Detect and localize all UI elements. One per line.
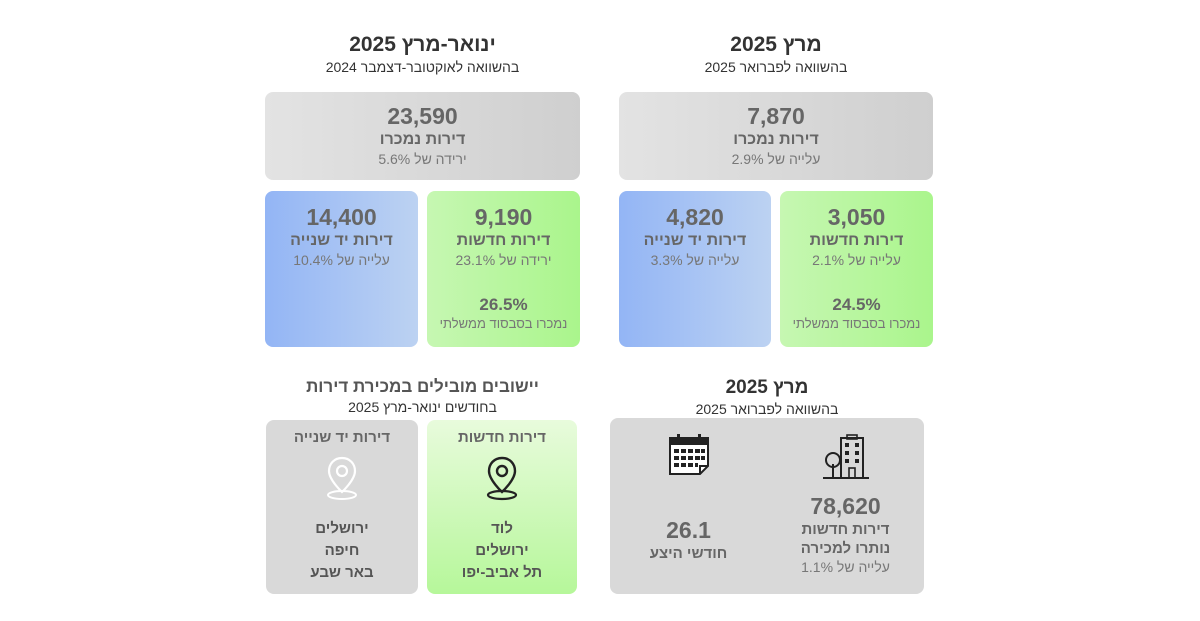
building-icon (767, 434, 924, 482)
left-second-hand-label: דירות יד שנייה (290, 232, 393, 249)
inventory-unsold-label2: נותרו למכירה (800, 540, 891, 557)
leading-new-card: דירות חדשות לוד ירושלים תל אביב-יפו (427, 420, 577, 594)
leading-second-hand-city-1: ירושלים (315, 520, 369, 537)
leading-new-label: דירות חדשות (458, 429, 546, 446)
inventory-unsold: 78,620 דירות חדשות נותרו למכירה עלייה של… (767, 418, 924, 594)
inventory-months-label: חודשי היצע (649, 545, 728, 562)
left-total-card: 23,590 דירות נמכרו ירידה של 5.6% (265, 92, 580, 180)
right-second-hand-change: עלייה של 3.3% (650, 252, 740, 268)
inventory-unsold-value: 78,620 (810, 493, 881, 519)
leading-cities-header: יישובים מובילים במכירת דירות בחודשים ינו… (265, 376, 580, 416)
left-second-hand-value: 14,400 (306, 204, 377, 230)
right-new-label: דירות חדשות (809, 232, 904, 249)
left-new-subsidy-label: נמכרו בסבסוד ממשלתי (439, 316, 568, 331)
leading-cities-subtitle: בחודשים ינואר-מרץ 2025 (348, 399, 497, 415)
right-total-card: 7,870 דירות נמכרו עלייה של 2.9% (619, 92, 933, 180)
calendar-icon (610, 432, 767, 480)
inventory-subtitle: בהשוואה לפברואר 2025 (695, 401, 839, 417)
inventory-card: 78,620 דירות חדשות נותרו למכירה עלייה של… (610, 418, 924, 594)
leading-second-hand-city-2: חיפה (324, 542, 360, 559)
leading-new-city-3: תל אביב-יפו (461, 564, 543, 581)
right-second-hand-label: דירות יד שנייה (643, 232, 747, 249)
leading-second-hand-label: דירות יד שנייה (293, 429, 391, 446)
left-new-label: דירות חדשות (456, 232, 551, 249)
right-section-header: מרץ 2025 בהשוואה לפברואר 2025 (619, 32, 933, 76)
left-new-change: ירידה של 23.1% (455, 252, 552, 268)
leading-new-city-2: ירושלים (475, 542, 529, 559)
left-total-change: ירידה של 5.6% (378, 151, 467, 167)
leading-new-city-1: לוד (491, 520, 513, 537)
left-section-header: ינואר-מרץ 2025 בהשוואה לאוקטובר-דצמבר 20… (265, 32, 580, 76)
inventory-title: מרץ 2025 (725, 377, 809, 398)
left-total-label: דירות נמכרו (379, 131, 466, 148)
inventory-unsold-label1: דירות חדשות (801, 521, 890, 538)
left-new-subsidy-pct: 26.5% (479, 295, 528, 314)
left-section-subtitle: בהשוואה לאוקטובר-דצמבר 2024 (325, 59, 520, 75)
leading-second-hand-city-3: באר שבע (310, 564, 374, 581)
right-total-change: עלייה של 2.9% (731, 151, 821, 167)
leading-second-hand-card: דירות יד שנייה ירושלים חיפה באר שבע (266, 420, 418, 594)
left-new-value: 9,190 (474, 204, 533, 230)
right-new-subsidy-label: נמכרו בסבסוד ממשלתי (792, 316, 921, 331)
right-total-label: דירות נמכרו (733, 131, 819, 148)
right-second-hand-card: 4,820 דירות יד שנייה עלייה של 3.3% (619, 191, 771, 347)
left-total-value: 23,590 (387, 103, 458, 129)
right-total-value: 7,870 (747, 103, 805, 129)
map-pin-icon (427, 454, 577, 504)
right-new-change: עלייה של 2.1% (812, 252, 901, 268)
map-pin-outline-icon (266, 454, 418, 504)
inventory-unsold-change: עלייה של 1.1% (801, 559, 890, 575)
right-section-subtitle: בהשוואה לפברואר 2025 (704, 59, 848, 75)
inventory-header: מרץ 2025 בהשוואה לפברואר 2025 (610, 376, 924, 418)
right-new-subsidy-pct: 24.5% (832, 295, 881, 314)
inventory-months-value: 26.1 (666, 517, 711, 543)
left-section-title: ינואר-מרץ 2025 (349, 33, 496, 56)
left-second-hand-card: 14,400 דירות יד שנייה עלייה של 10.4% (265, 191, 418, 347)
leading-cities-title: יישובים מובילים במכירת דירות (306, 377, 539, 396)
right-new-card: 3,050 דירות חדשות עלייה של 2.1% 24.5% נמ… (780, 191, 933, 347)
right-section-title: מרץ 2025 (730, 33, 822, 56)
right-second-hand-value: 4,820 (666, 204, 724, 230)
right-new-value: 3,050 (827, 204, 886, 230)
inventory-months: 26.1 חודשי היצע (610, 418, 767, 594)
left-second-hand-change: עלייה של 10.4% (293, 252, 390, 268)
left-new-card: 9,190 דירות חדשות ירידה של 23.1% 26.5% נ… (427, 191, 580, 347)
